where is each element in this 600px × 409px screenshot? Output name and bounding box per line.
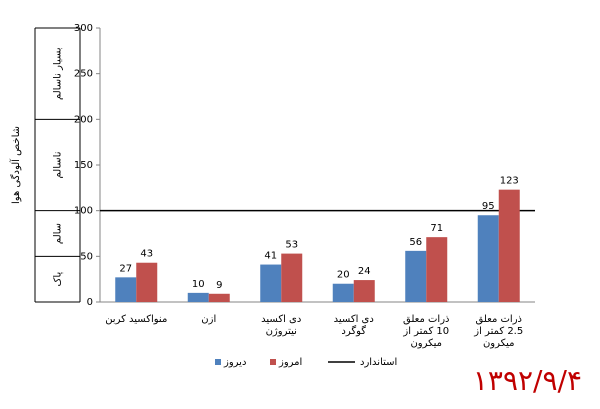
x-tick-label-box: منواکسید کربن <box>105 314 168 325</box>
bar <box>136 262 158 302</box>
y-tick-label: 250 <box>74 69 93 80</box>
data-label: 95 <box>482 201 495 212</box>
date: ۱۳۹۲/۹/۴ <box>473 364 582 397</box>
data-label: 71 <box>430 223 443 234</box>
data-label: 53 <box>285 240 298 251</box>
y-tick-label: 0 <box>87 297 93 308</box>
bar <box>405 250 427 302</box>
band-label: پاک <box>53 272 64 287</box>
bar <box>208 293 230 302</box>
data-label: 41 <box>264 251 277 262</box>
legend-swatch <box>215 359 221 365</box>
x-tick-label: ازن <box>201 314 217 325</box>
data-label: 9 <box>216 280 222 291</box>
x-tick-label: دی اکسید گوگرد <box>333 314 374 337</box>
band-label: سالم <box>53 223 64 244</box>
legend-label: امروز <box>278 357 302 368</box>
y-tick-label: 150 <box>74 160 93 171</box>
data-label: 10 <box>192 279 205 290</box>
data-label: 56 <box>409 237 422 248</box>
data-label: 123 <box>500 176 519 187</box>
data-label: 24 <box>358 266 371 277</box>
legend-label: دیروز <box>223 357 246 368</box>
x-tick-label: دی اکسید نیتروژن <box>261 314 302 337</box>
bar <box>332 283 354 302</box>
bar <box>498 189 520 302</box>
x-tick-label-box: ذرات معلق 2.5 کمتر از میکرون <box>474 314 524 349</box>
band-label: بسیار ناسالم <box>53 47 64 100</box>
y-tick-label: 100 <box>74 206 93 217</box>
data-label: 27 <box>119 263 132 274</box>
bar <box>260 264 282 302</box>
x-tick-label: منواکسید کربن <box>105 314 168 325</box>
data-label: 20 <box>337 270 350 281</box>
x-tick-label-box: ذرات معلق 10 کمتر از میکرون <box>403 314 450 349</box>
bar <box>426 237 448 302</box>
y-tick-label: 200 <box>74 114 93 125</box>
bar <box>477 215 499 302</box>
legend-swatch <box>270 359 276 365</box>
data-label: 43 <box>140 249 153 260</box>
bar <box>281 253 303 302</box>
x-tick-label-box: ازن <box>201 314 217 325</box>
bar <box>353 280 375 302</box>
x-tick-label-box: دی اکسید نیتروژن <box>261 314 302 337</box>
bar <box>187 292 209 302</box>
legend-label: استاندارد <box>360 357 397 368</box>
y-axis-title: شاخص آلودگی هوا <box>9 126 22 204</box>
y-tick-label: 50 <box>80 251 93 262</box>
y-tick-label: 300 <box>74 23 93 34</box>
x-tick-label: ذرات معلق 2.5 کمتر از میکرون <box>474 314 524 349</box>
bar <box>115 277 137 302</box>
band-label: ناسالم <box>53 152 64 179</box>
x-tick-label: ذرات معلق 10 کمتر از میکرون <box>403 314 450 349</box>
x-tick-label-box: دی اکسید گوگرد <box>333 314 374 337</box>
